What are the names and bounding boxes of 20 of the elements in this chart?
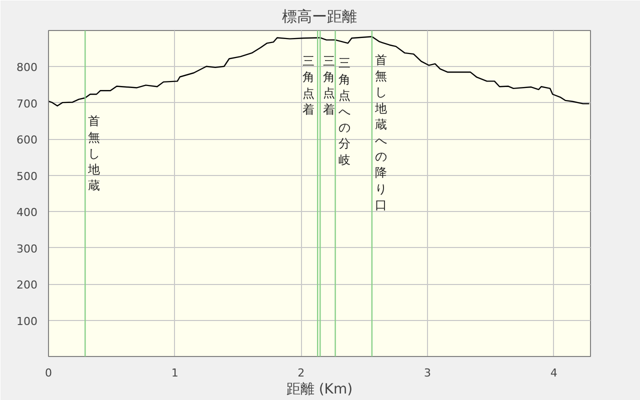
x-tick-label: 4	[550, 366, 558, 380]
ref-line-label: 三角点着	[323, 54, 336, 116]
chart-title: 標高ー距離	[282, 8, 357, 26]
y-tick-label: 300	[16, 242, 38, 256]
ref-line-label: 三角点着	[302, 54, 315, 116]
x-tick-label: 3	[424, 366, 432, 380]
y-tick-label: 600	[16, 134, 38, 147]
ref-line-label: 三角点への分岐	[338, 56, 350, 167]
x-tick-label: 1	[171, 366, 178, 380]
ref-line-label: 首無し地蔵	[87, 114, 100, 193]
x-tick-label: 2	[298, 366, 305, 380]
y-tick-label: 500	[16, 170, 38, 183]
y-tick-label: 800	[16, 61, 38, 74]
x-axis-title: 距離 (Km)	[286, 382, 353, 398]
y-tick-label: 100	[16, 314, 38, 328]
y-tick-label: 400	[16, 206, 38, 220]
text: 首無し地蔵への降り口	[374, 52, 387, 212]
y-tick-label: 200	[16, 278, 38, 292]
y-tick-label: 700	[16, 97, 38, 110]
x-tick-label: 0	[45, 366, 52, 380]
